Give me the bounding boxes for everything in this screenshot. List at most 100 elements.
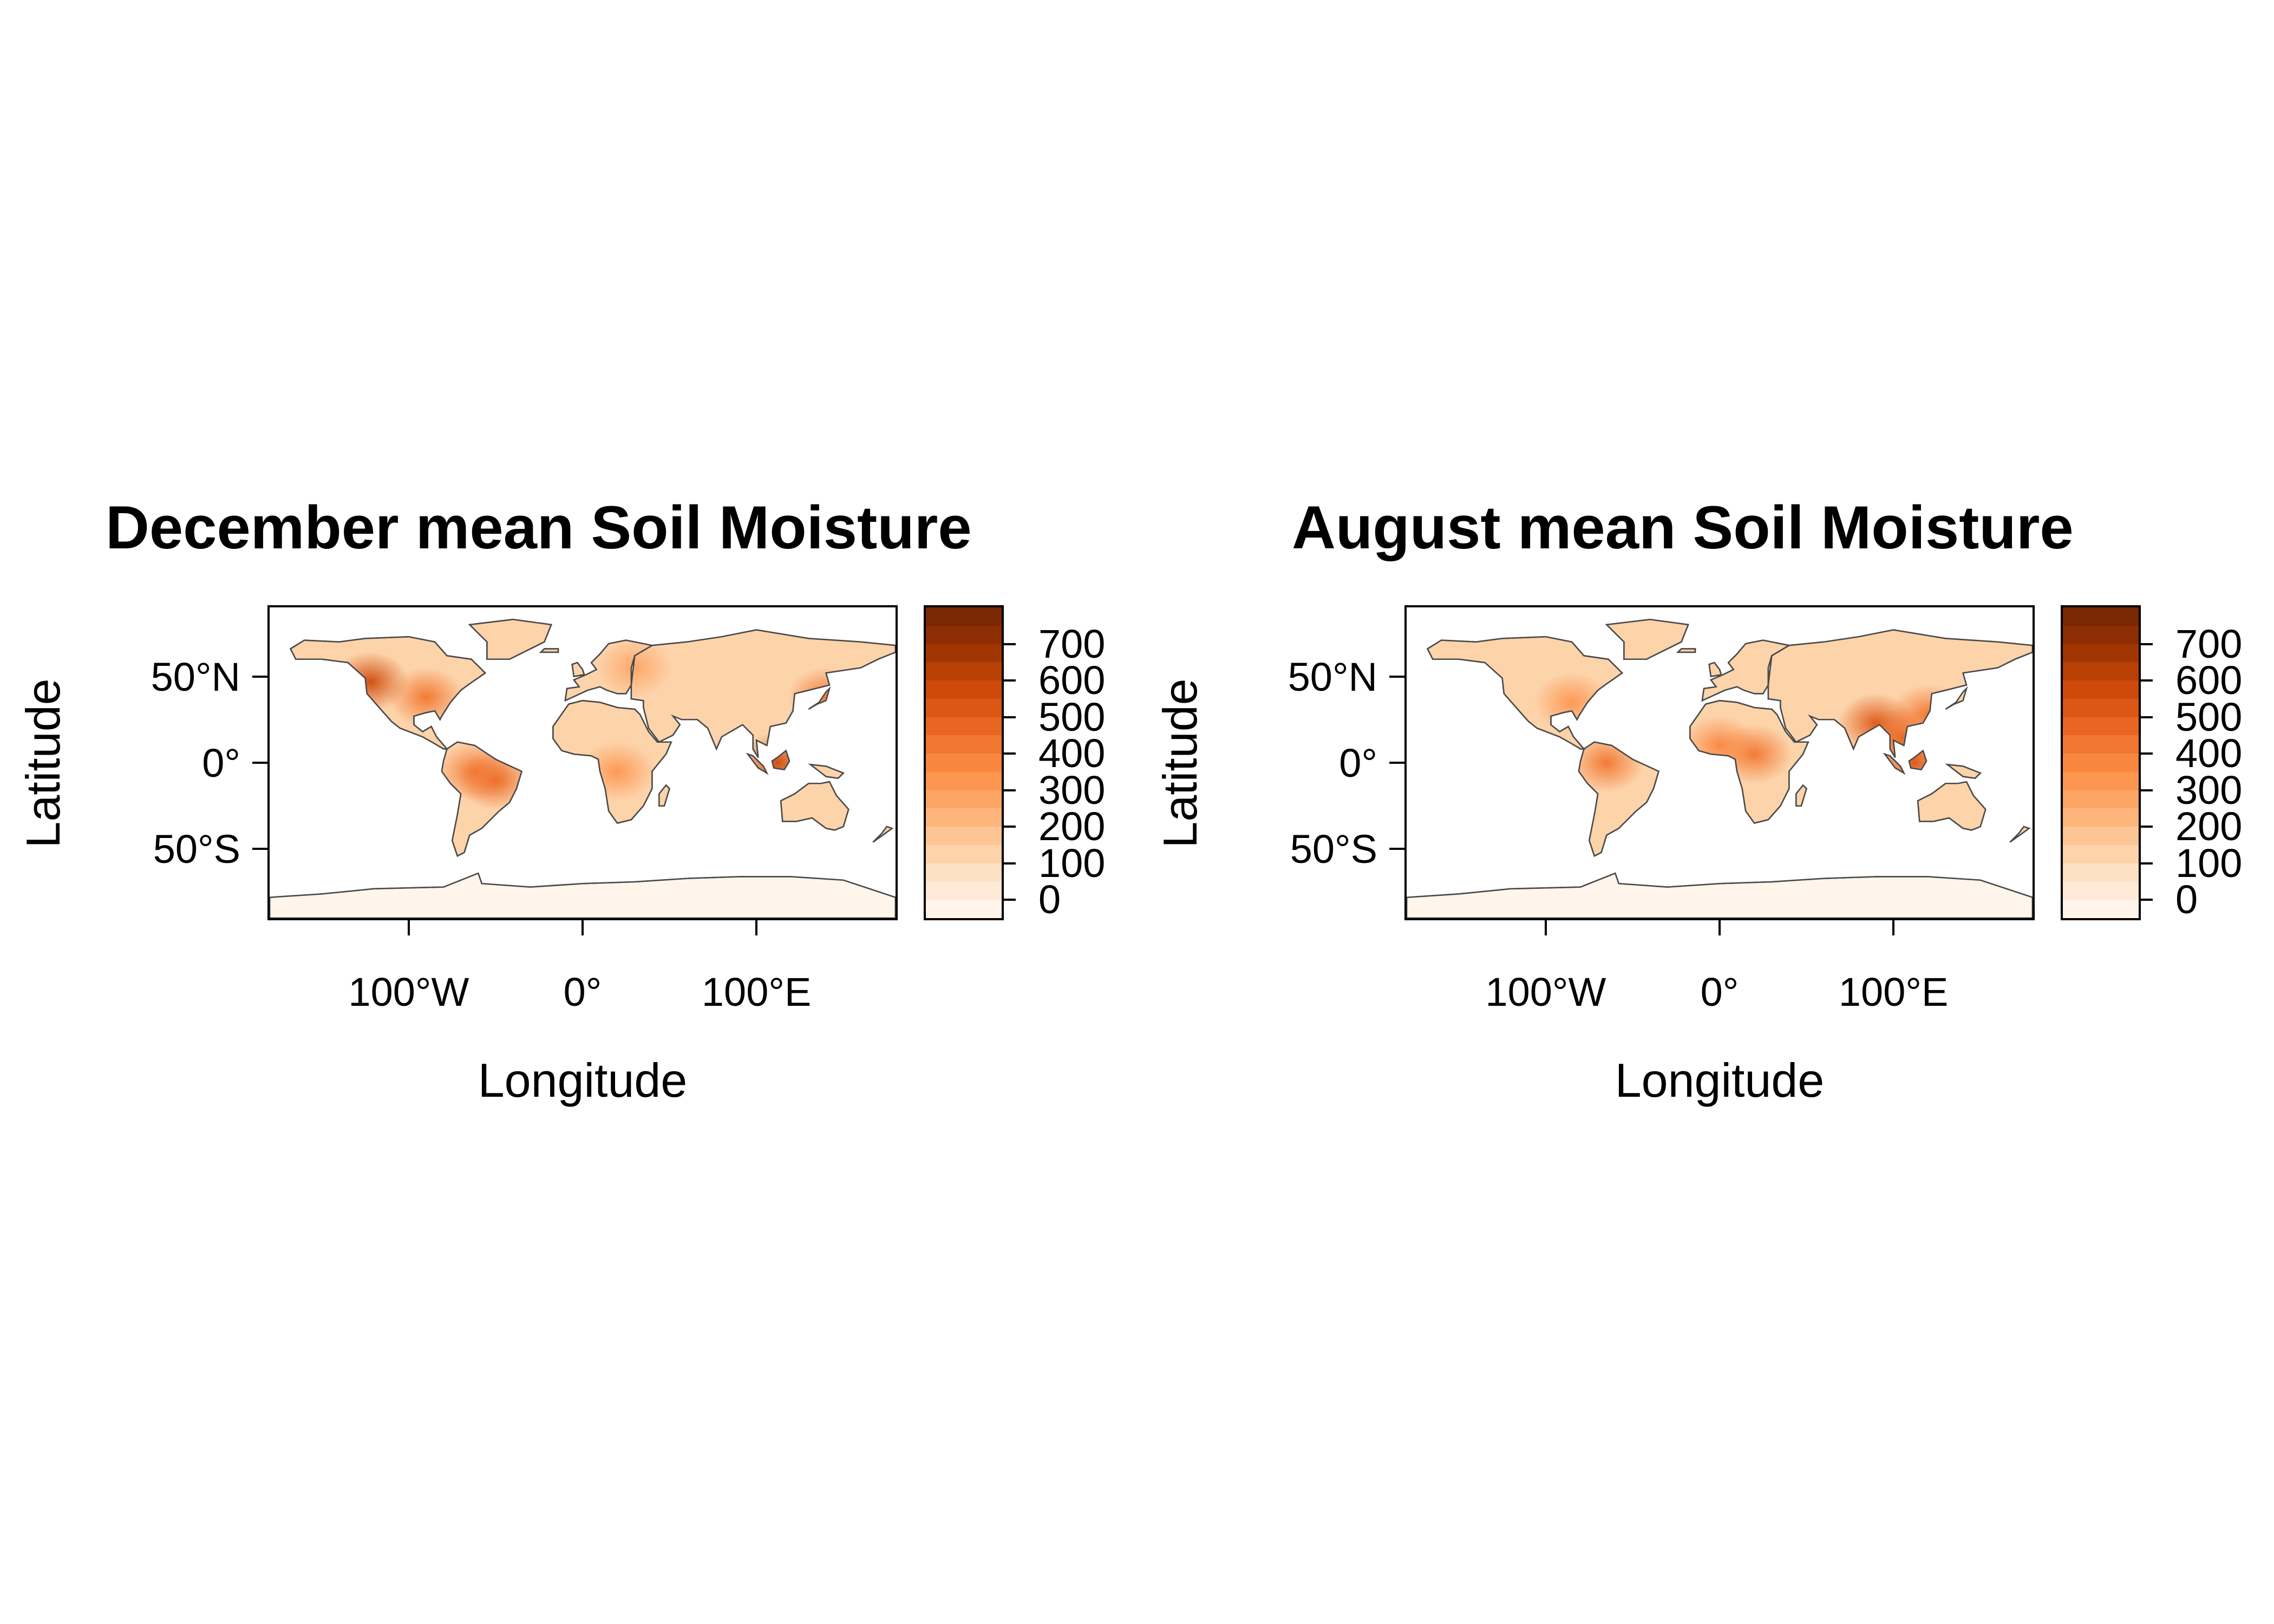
coastline-madagascar (1795, 784, 1808, 807)
coastline-sumatra (1883, 752, 1906, 775)
moisture-hotspot (332, 652, 409, 712)
land-layer (1407, 619, 2033, 918)
colorbar-tick-label: 600 (2175, 658, 2243, 703)
x-tick-label: 100°W (348, 970, 469, 1014)
landmass-antarctica (270, 872, 896, 918)
map-title: December mean Soil Moisture (106, 494, 972, 561)
colorbar-swatch (2063, 735, 2139, 754)
y-tick-mark (252, 675, 267, 678)
colorbar-swatch (926, 808, 1002, 827)
world-map (1404, 605, 2035, 920)
y-tick-label: 0° (202, 741, 240, 785)
y-tick-label: 50°S (153, 827, 240, 872)
y-tick-label: 50°S (1290, 827, 1377, 872)
coastline-africa (552, 699, 672, 824)
coastline-madagascar (658, 784, 671, 807)
coastline-uk (1708, 662, 1722, 678)
colorbar-swatch (2063, 827, 2139, 845)
colorbar-swatch (926, 607, 1002, 626)
colorbar-swatch (926, 790, 1002, 809)
y-tick-label: 50°N (151, 654, 240, 699)
colorbar-swatch (2063, 790, 2139, 809)
landmass-australia (780, 781, 850, 831)
colorbar-tick (2141, 643, 2153, 645)
moisture-hotspot (1876, 733, 1952, 793)
colorbar-tick-label: 500 (2175, 694, 2243, 739)
colorbar-swatch (926, 625, 1002, 644)
colorbar (2061, 605, 2141, 920)
colorbar-swatch (926, 844, 1002, 863)
colorbar-swatch (2063, 881, 2139, 900)
coastline-sumatra (746, 752, 769, 775)
colorbar-swatch (2063, 844, 2139, 863)
colorbar-swatch (926, 863, 1002, 882)
coastline-asia (630, 629, 896, 758)
colorbar-swatch (2063, 900, 2139, 918)
moisture-hotspot (436, 741, 513, 801)
moisture-hotspot (597, 638, 673, 698)
landmass-greenland (468, 619, 552, 660)
colorbar-swatch (926, 881, 1002, 900)
colorbar-tick-label: 300 (1038, 767, 1106, 813)
x-tick-mark (755, 920, 758, 935)
colorbar-tick (1004, 826, 1016, 828)
moisture-hotspot (1534, 672, 1610, 732)
colorbar-tick-label: 400 (2175, 731, 2243, 776)
x-axis-label: Longitude (1615, 1053, 1825, 1107)
y-axis-label: Latitude (16, 678, 70, 848)
colorbar-tick-label: 100 (1038, 840, 1106, 886)
colorbar-tick-label: 200 (1038, 804, 1106, 849)
y-tick-mark (1389, 675, 1404, 678)
colorbar-swatch (2063, 607, 2139, 626)
coastline-borneo (1908, 749, 1927, 771)
world-map (267, 605, 898, 920)
coastline-north-america (1426, 636, 1624, 750)
coastline-new-zealand (872, 826, 894, 843)
x-tick-mark (407, 920, 410, 935)
landmass-australia (1917, 781, 1987, 831)
x-axis-label: Longitude (478, 1053, 688, 1107)
colorbar-tick-label: 500 (1038, 694, 1106, 739)
moisture-hotspot (579, 741, 656, 801)
colorbar-swatch (2063, 680, 2139, 699)
y-axis-label: Latitude (1153, 678, 1207, 848)
colorbar-tick (2141, 899, 2153, 901)
colorbar-swatch (2063, 808, 2139, 827)
x-tick-label: 0° (1700, 970, 1739, 1014)
colorbar-tick-label: 700 (2175, 621, 2243, 666)
coastline-new-guinea (1945, 763, 1982, 780)
colorbar-swatch (2063, 754, 2139, 772)
x-tick-mark (581, 920, 584, 935)
colorbar-swatch (926, 680, 1002, 699)
colorbar-tick (2141, 826, 2153, 828)
coastline-north-america (289, 636, 487, 750)
coastline-layer (270, 619, 896, 918)
colorbar-swatch (2063, 662, 2139, 681)
coastline-antarctica (270, 872, 896, 918)
x-tick-label: 100°E (1838, 970, 1949, 1014)
coastline-asia (1767, 629, 2033, 758)
colorbar-tick (1004, 899, 1016, 901)
map-svg (1407, 619, 2033, 918)
august-map-panel: August mean Soil Moisture 50°N 0° 50°S 100°W… (1137, 0, 2274, 1624)
y-tick-mark (252, 848, 267, 850)
colorbar-tick (1004, 679, 1016, 682)
x-tick-label: 100°W (1485, 970, 1606, 1014)
x-tick-label: 100°E (701, 970, 812, 1014)
map-title: August mean Soil Moisture (1292, 494, 2074, 561)
coastline-south-america (441, 741, 523, 857)
coastline-iceland (1676, 648, 1696, 653)
y-tick-label: 50°N (1288, 654, 1377, 699)
colorbar-swatch (2063, 625, 2139, 644)
colorbar-tick (1004, 716, 1016, 718)
landmass-antarctica (1407, 872, 2033, 918)
colorbar-swatch (2063, 644, 2139, 663)
december-map-panel: December mean Soil Moisture 50°N 0° 50°S 100… (16, 494, 1106, 1107)
coastline-uk (571, 662, 585, 678)
coastline-new-zealand (2009, 826, 2031, 843)
moisture-hotspot (739, 733, 815, 793)
coastline-europe (564, 639, 654, 702)
colorbar-tick-label: 200 (2175, 804, 2243, 849)
colorbar-tick (1004, 862, 1016, 865)
coastline-greenland (468, 619, 552, 660)
